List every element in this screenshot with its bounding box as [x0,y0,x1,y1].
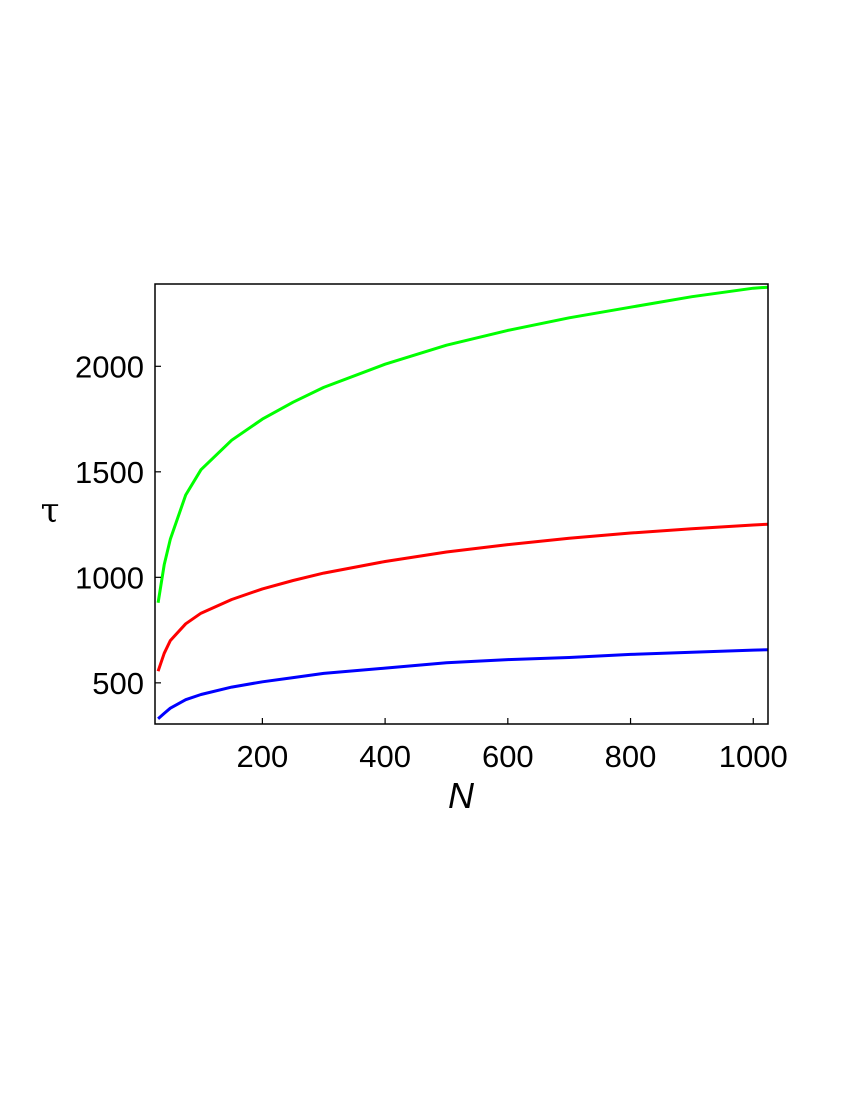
x-tick-label: 1000 [719,739,788,774]
x-tick-label: 200 [237,739,289,774]
series-line-bottom [157,648,769,720]
series-line-middle [156,522,769,672]
y-tick-label: 500 [92,666,144,701]
x-tick-label: 600 [482,739,534,774]
series-line-top [156,285,769,603]
y-axis-label: τ [41,491,60,531]
plot-frame [154,283,769,725]
y-tick-label: 1000 [75,560,144,595]
series-layer [156,285,769,720]
tick-layer: 200 400 600 800 1000 500 1000 1500 2000 [75,349,788,774]
y-tick-label: 2000 [75,349,144,384]
y-tick-label: 1500 [75,455,144,490]
x-tick-label: 800 [605,739,657,774]
x-axis-label: N [448,775,475,816]
x-tick-label: 400 [359,739,411,774]
